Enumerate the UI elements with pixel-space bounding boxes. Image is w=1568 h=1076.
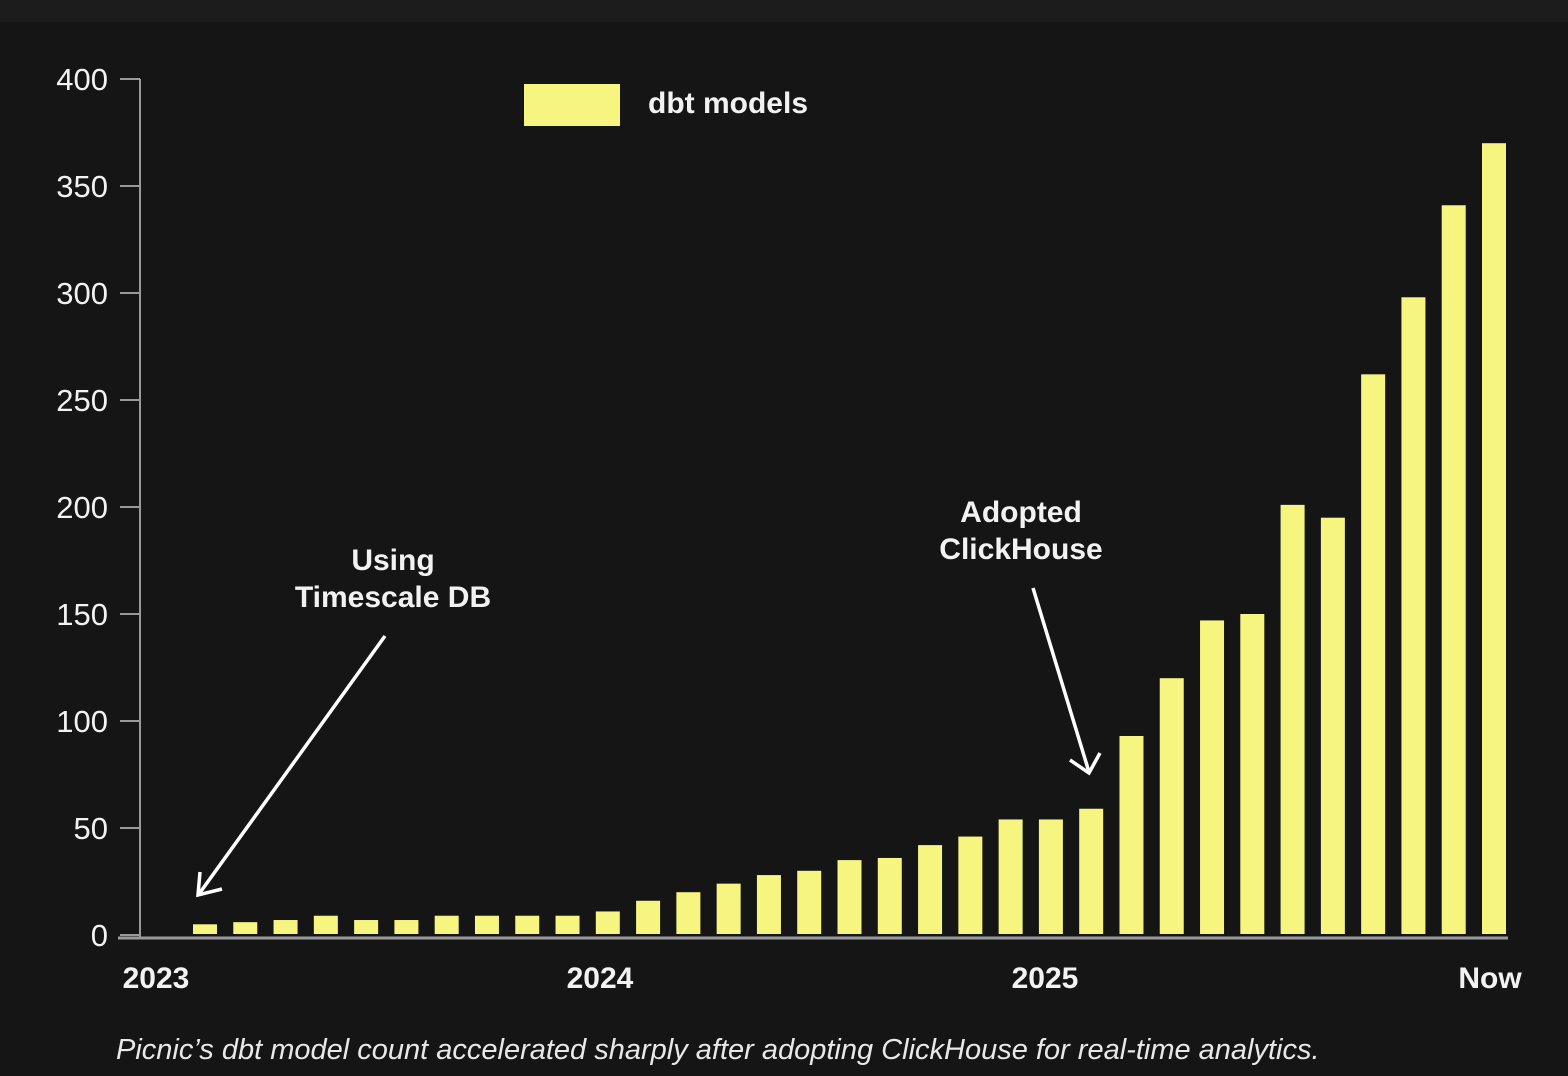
bar [1401,297,1426,934]
x-tick-label: Now [1458,962,1522,995]
top-bar [0,0,1568,22]
bar [918,845,943,934]
bar [877,857,902,934]
y-tick-label: 50 [74,811,108,846]
bar [595,911,620,934]
annotation-arrow [197,634,387,896]
bar [797,870,822,934]
bar [1200,620,1225,934]
bar [1361,374,1386,934]
bar [555,915,580,934]
chart-caption: Picnic’s dbt model count accelerated sha… [116,1034,1320,1066]
annotation-text: Adopted [960,496,1082,529]
bar [1119,735,1144,934]
bar [354,920,379,934]
bar [676,892,701,934]
y-tick-label: 100 [56,704,108,739]
x-tick-label: 2023 [123,962,190,995]
bar [1320,517,1345,934]
legend-label: dbt models [648,87,808,120]
legend-swatch [524,84,620,126]
x-tick-label: 2025 [1012,962,1079,995]
bar [958,836,983,934]
y-tick-label: 400 [56,62,108,97]
bar [837,860,862,934]
arrow-head-icon [196,871,223,898]
bar [1441,205,1466,934]
bar [273,920,298,934]
annotation-text: ClickHouse [939,533,1102,566]
y-tick-label: 250 [56,383,108,418]
y-tick-label: 300 [56,276,108,311]
bar [998,819,1023,934]
bar [1482,143,1506,934]
arrow-head-icon [1069,752,1102,776]
y-tick-label: 200 [56,490,108,525]
bar [434,915,459,934]
bar [1280,504,1305,934]
bar [313,915,338,934]
bar [1079,808,1104,934]
bar [716,883,741,934]
bar [756,875,781,934]
bar [233,922,258,934]
bar [193,924,217,934]
annotation-arrow [1031,587,1091,773]
bar [1240,614,1265,934]
bar [394,920,419,934]
annotation-text: Using [351,544,434,577]
x-tick-label: 2024 [567,962,634,995]
y-tick-label: 150 [56,597,108,632]
annotation-text: Timescale DB [295,581,491,614]
bar [474,915,499,934]
bar [1038,819,1063,934]
y-tick-label: 0 [91,918,108,953]
bar [636,900,661,934]
bar [515,915,540,934]
y-tick-label: 350 [56,169,108,204]
bar [1159,678,1184,934]
